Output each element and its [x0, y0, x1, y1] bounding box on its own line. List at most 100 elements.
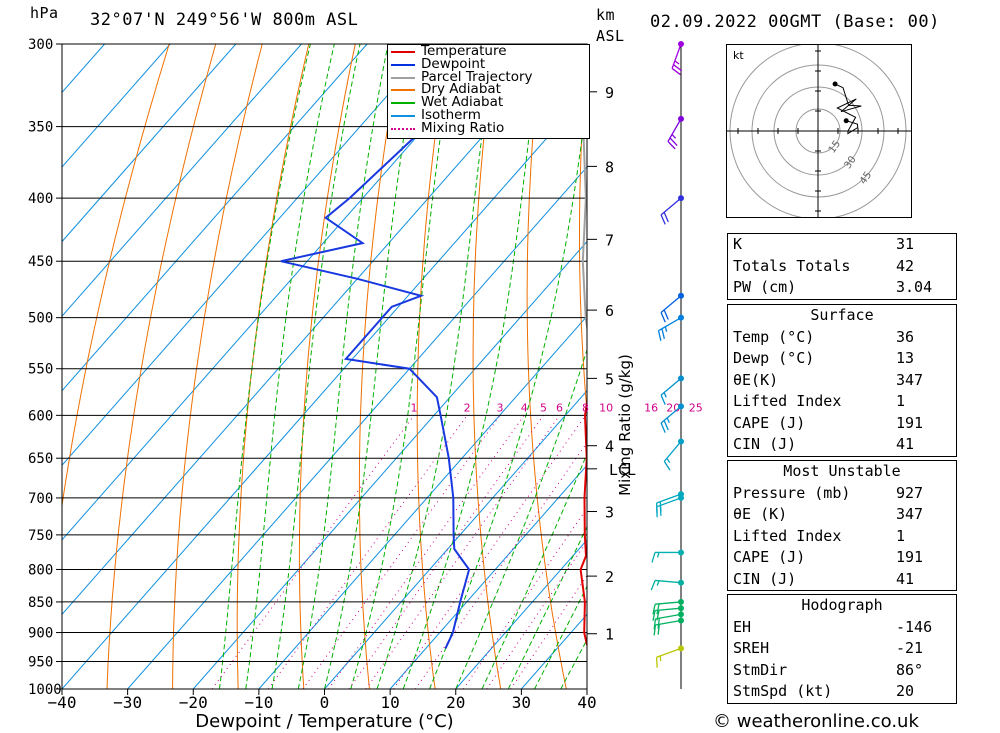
hpa-unit-label: hPa: [30, 4, 59, 22]
mu-label: CIN (J): [733, 569, 797, 588]
wind-barb-shaft: [660, 295, 682, 314]
isotherm-line: [62, 44, 368, 392]
legend-label: Parcel Trajectory: [421, 68, 533, 85]
mu-label: CAPE (J): [733, 548, 806, 566]
isotherm-line: [324, 389, 587, 689]
hodo-label: EH: [733, 617, 752, 636]
wind-barb-flag: [653, 624, 657, 636]
mixing-ratio-label: 3: [497, 401, 504, 414]
surface-value: 41: [896, 435, 915, 453]
wind-barb: [663, 438, 684, 471]
mixing-ratio-label: 20: [666, 401, 680, 414]
wind-barb: [667, 115, 684, 150]
mixing-ratio-label: 16: [644, 401, 658, 414]
km-tick-label: 1: [605, 626, 614, 644]
mu-label: Pressure (mb): [733, 483, 851, 502]
copyright-footer[interactable]: © weatheronline.co.uk: [713, 711, 919, 732]
pressure-tick-label: 850: [28, 595, 53, 611]
mixing-ratio-label: 10: [599, 401, 613, 414]
isotherm-line: [127, 166, 587, 689]
legend-label: Temperature: [421, 43, 507, 59]
pressure-tick-label: 550: [28, 362, 53, 378]
wind-barb-flag: [663, 420, 669, 431]
wind-barb: [653, 611, 684, 630]
isotherm-line: [62, 91, 587, 689]
isotherm-line: [62, 44, 434, 467]
dry-adiabat-line: [172, 44, 263, 689]
legend-label: Wet Adiabat: [421, 94, 504, 111]
wind-barb-flag: [653, 618, 657, 630]
wind-barb-flag: [651, 552, 656, 563]
km-tick-label: 7: [605, 231, 614, 249]
hodograph-unit-label: kt: [733, 49, 744, 62]
temperature-tick-label: 30: [512, 693, 531, 712]
legend-label: Isotherm: [421, 106, 481, 123]
datetime-title: 02.09.2022 00GMT (Base: 00): [650, 12, 940, 32]
pressure-tick-label: 1000: [28, 682, 62, 698]
mu-label: θE (K): [733, 505, 788, 523]
hodograph-start-point: [843, 118, 849, 124]
hodo-value: -146: [896, 617, 933, 636]
hodograph-end-point: [832, 81, 838, 87]
pressure-tick-label: 350: [28, 120, 53, 136]
pressure-tick-label: 900: [28, 626, 53, 642]
legend-swatch: [391, 102, 415, 105]
index-label: PW (cm): [733, 278, 797, 296]
temperature-line: [579, 396, 587, 646]
isotherm-line: [62, 44, 302, 317]
mixing-ratio-axis-label: Mixing Ratio (g/kg): [616, 354, 634, 496]
mixing-ratio-line: [267, 415, 468, 689]
wind-barb-shaft: [655, 579, 682, 584]
legend-label: Dewpoint: [421, 55, 486, 72]
wind-barb-flag: [660, 312, 666, 323]
parcel-trajectory-line: [581, 44, 587, 334]
hodograph-title: Hodograph: [801, 596, 883, 614]
wind-barb-flag: [652, 610, 656, 621]
surface-value: 1: [896, 392, 906, 410]
surface-value: 191: [896, 413, 924, 432]
km-tick-label: 6: [605, 302, 614, 320]
wind-barb-flag: [659, 501, 662, 513]
plot-area: [62, 44, 587, 689]
wind-barb-flag: [663, 309, 669, 320]
wind-barb-flag: [660, 214, 666, 225]
wind-barb-flag: [667, 140, 676, 150]
surface-label: Temp (°C): [733, 327, 815, 346]
mixing-ratio-label: 8: [582, 401, 589, 414]
mu-value: 927: [896, 483, 924, 502]
wind-barb: [651, 549, 684, 563]
hodograph-table: Hodograph EH -146 SREH -21 StmDir 86° StmSp…: [727, 594, 957, 704]
wind-barb-shaft: [656, 647, 682, 658]
wind-barb-half-flag: [671, 134, 677, 139]
isotherm-line: [389, 464, 587, 689]
legend-item: Dry Adiabat: [388, 83, 589, 96]
wind-barb-flag: [657, 624, 660, 635]
surface-label: Dewp (°C): [733, 349, 815, 367]
surface-value: 13: [896, 349, 915, 367]
lcl-label: LCL: [609, 461, 636, 479]
dry-adiabat-line: [416, 44, 449, 689]
legend-swatch: [391, 76, 415, 79]
mu-value: 191: [896, 548, 924, 566]
mu-label: Lifted Index: [733, 526, 842, 545]
wind-barb: [652, 598, 684, 615]
legend-swatch: [391, 89, 415, 92]
wind-barb-shaft: [658, 317, 682, 332]
wind-barb-flag: [656, 609, 660, 621]
most-unstable-table: Most Unstable Pressure (mb) 927 θE (K) 347…: [727, 460, 957, 591]
surface-label: CIN (J): [733, 435, 797, 453]
pressure-tick-label: 700: [28, 491, 53, 507]
wet-adiabat-line: [245, 44, 335, 689]
legend-swatch: [391, 114, 415, 117]
wind-barb: [660, 195, 684, 225]
km-tick-label: 3: [605, 504, 614, 522]
wind-barb: [660, 375, 684, 405]
index-value: 3.04: [896, 278, 933, 296]
pressure-tick-label: 300: [28, 37, 53, 53]
surface-label: θE(K): [733, 370, 779, 389]
x-axis-label: Dewpoint / Temperature (°C): [195, 711, 453, 732]
legend-item: Mixing Ratio: [388, 121, 589, 135]
surface-label: CAPE (J): [733, 413, 806, 432]
legend-label: Dry Adiabat: [421, 81, 501, 98]
